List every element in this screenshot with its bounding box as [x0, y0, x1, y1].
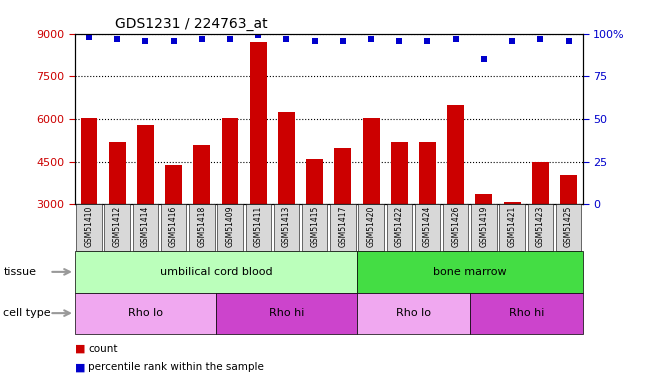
Bar — [357, 251, 583, 292]
Bar — [105, 204, 130, 251]
Bar — [245, 204, 271, 251]
Text: GSM51412: GSM51412 — [113, 206, 122, 247]
Bar — [470, 292, 583, 334]
Bar — [109, 142, 126, 204]
Bar — [419, 142, 436, 204]
Bar — [471, 204, 497, 251]
Bar — [306, 159, 323, 204]
Text: GSM51417: GSM51417 — [339, 206, 348, 247]
Point — [394, 38, 404, 44]
Text: tissue: tissue — [3, 267, 36, 277]
Bar — [137, 125, 154, 204]
Point — [309, 38, 320, 44]
Text: GSM51422: GSM51422 — [395, 206, 404, 247]
Bar — [359, 204, 384, 251]
Text: GSM51425: GSM51425 — [564, 206, 573, 247]
Bar — [475, 194, 492, 204]
Point — [563, 38, 574, 44]
Text: GSM51426: GSM51426 — [451, 206, 460, 247]
Bar — [302, 204, 327, 251]
Text: GSM51424: GSM51424 — [423, 206, 432, 247]
Bar — [189, 204, 215, 251]
Text: cell type: cell type — [3, 308, 51, 318]
Bar — [532, 162, 549, 204]
Bar — [81, 118, 98, 204]
Text: GSM51414: GSM51414 — [141, 206, 150, 247]
Bar — [75, 292, 216, 334]
Point — [535, 36, 546, 42]
Text: GSM51415: GSM51415 — [310, 206, 319, 247]
Text: GSM51420: GSM51420 — [367, 206, 376, 247]
Bar — [278, 112, 295, 204]
Text: ■: ■ — [75, 363, 85, 372]
Text: ■: ■ — [75, 344, 85, 354]
Point — [112, 36, 122, 42]
Text: umbilical cord blood: umbilical cord blood — [159, 267, 272, 277]
Text: Rho lo: Rho lo — [128, 308, 163, 318]
Bar — [363, 118, 380, 204]
Bar — [193, 145, 210, 204]
Bar — [443, 204, 469, 251]
Bar — [447, 105, 464, 204]
Bar — [357, 292, 470, 334]
Text: GSM51410: GSM51410 — [85, 206, 94, 247]
Point — [197, 36, 207, 42]
Point — [422, 38, 433, 44]
Text: GSM51413: GSM51413 — [282, 206, 291, 247]
Text: count: count — [88, 344, 117, 354]
Bar — [391, 142, 408, 204]
Point — [169, 38, 179, 44]
Bar — [499, 204, 525, 251]
Text: GSM51418: GSM51418 — [197, 206, 206, 247]
Text: GSM51419: GSM51419 — [479, 206, 488, 247]
Point — [366, 36, 376, 42]
Text: percentile rank within the sample: percentile rank within the sample — [88, 363, 264, 372]
Bar — [415, 204, 440, 251]
Text: bone marrow: bone marrow — [433, 267, 506, 277]
Point — [507, 38, 518, 44]
Bar — [504, 201, 521, 204]
Bar — [217, 204, 243, 251]
Text: GDS1231 / 224763_at: GDS1231 / 224763_at — [115, 17, 268, 32]
Bar — [75, 251, 357, 292]
Point — [281, 36, 292, 42]
Bar — [273, 204, 299, 251]
Bar — [133, 204, 158, 251]
Text: Rho hi: Rho hi — [508, 308, 544, 318]
Bar — [221, 118, 238, 204]
Bar — [387, 204, 412, 251]
Text: GSM51411: GSM51411 — [254, 206, 263, 247]
Bar — [556, 204, 581, 251]
Text: GSM51421: GSM51421 — [508, 206, 517, 247]
Bar — [161, 204, 186, 251]
Point — [140, 38, 150, 44]
Bar — [330, 204, 355, 251]
Bar — [76, 204, 102, 251]
Point — [450, 36, 461, 42]
Point — [225, 36, 235, 42]
Bar — [335, 147, 352, 204]
Text: GSM51416: GSM51416 — [169, 206, 178, 247]
Bar — [216, 292, 357, 334]
Text: Rho hi: Rho hi — [269, 308, 304, 318]
Bar — [250, 42, 267, 204]
Text: GSM51423: GSM51423 — [536, 206, 545, 247]
Text: GSM51409: GSM51409 — [225, 206, 234, 247]
Point — [478, 56, 489, 62]
Text: Rho lo: Rho lo — [396, 308, 431, 318]
Bar — [560, 174, 577, 204]
Bar — [527, 204, 553, 251]
Point — [253, 33, 264, 39]
Bar — [165, 165, 182, 204]
Point — [338, 38, 348, 44]
Point — [84, 34, 94, 40]
